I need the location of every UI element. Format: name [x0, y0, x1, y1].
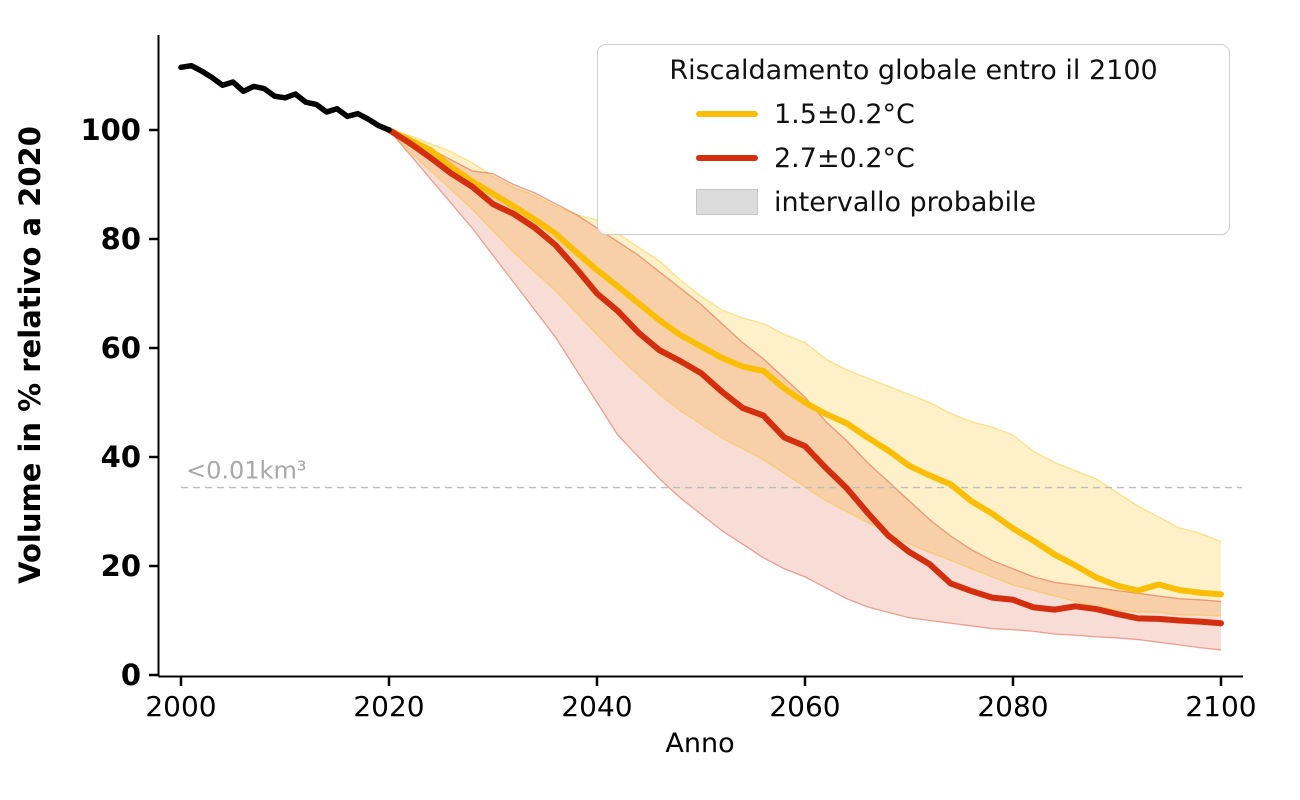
- line-historical: [178, 62, 392, 133]
- x-tick-label: 2020: [353, 690, 424, 723]
- legend-line-swatch-1-5-icon: [696, 111, 758, 117]
- y-tick-label: 0: [121, 658, 141, 692]
- x-tick-label: 2060: [769, 690, 840, 723]
- y-tick-label: 20: [101, 549, 141, 583]
- legend-title: Riscaldamento globale entro il 2100: [669, 55, 1158, 86]
- x-tick-label: 2000: [145, 690, 216, 723]
- line-2-7: [386, 127, 1224, 627]
- legend-label-band: intervallo probabile: [774, 186, 1037, 218]
- legend-entry-2-7: 2.7±0.2°C: [598, 136, 1229, 180]
- legend: Riscaldamento globale entro il 2100 1.5±…: [597, 44, 1230, 235]
- band-1-5: [389, 130, 1221, 617]
- legend-label-1-5: 1.5±0.2°C: [774, 98, 915, 130]
- y-tick-label: 80: [101, 222, 141, 256]
- x-tick-label: 2100: [1185, 690, 1256, 723]
- band-2-7-lower-edge: [388, 129, 1222, 651]
- band-1-5-upper-edge: [388, 129, 1222, 543]
- y-tick-label: 40: [101, 440, 141, 474]
- line-1-5: [386, 127, 1224, 598]
- legend-line-swatch-2-7-icon: [696, 155, 758, 161]
- legend-patch-swatch-icon: [696, 189, 758, 215]
- y-tick-label: 100: [80, 113, 141, 147]
- x-tick-label: 2080: [977, 690, 1048, 723]
- legend-entry-band: intervallo probabile: [598, 180, 1229, 224]
- x-axis-label: Anno: [665, 728, 734, 759]
- legend-label-2-7: 2.7±0.2°C: [774, 142, 915, 174]
- band-2-7: [389, 130, 1221, 650]
- legend-entry-1-5: 1.5±0.2°C: [598, 92, 1229, 136]
- y-axis-label: Volume in % relativo a 2020: [13, 126, 47, 584]
- threshold-label: <0.01km³: [186, 457, 306, 485]
- y-tick-label: 60: [101, 331, 141, 365]
- band-2-7-upper-edge: [388, 129, 1222, 603]
- x-tick-label: 2040: [561, 690, 632, 723]
